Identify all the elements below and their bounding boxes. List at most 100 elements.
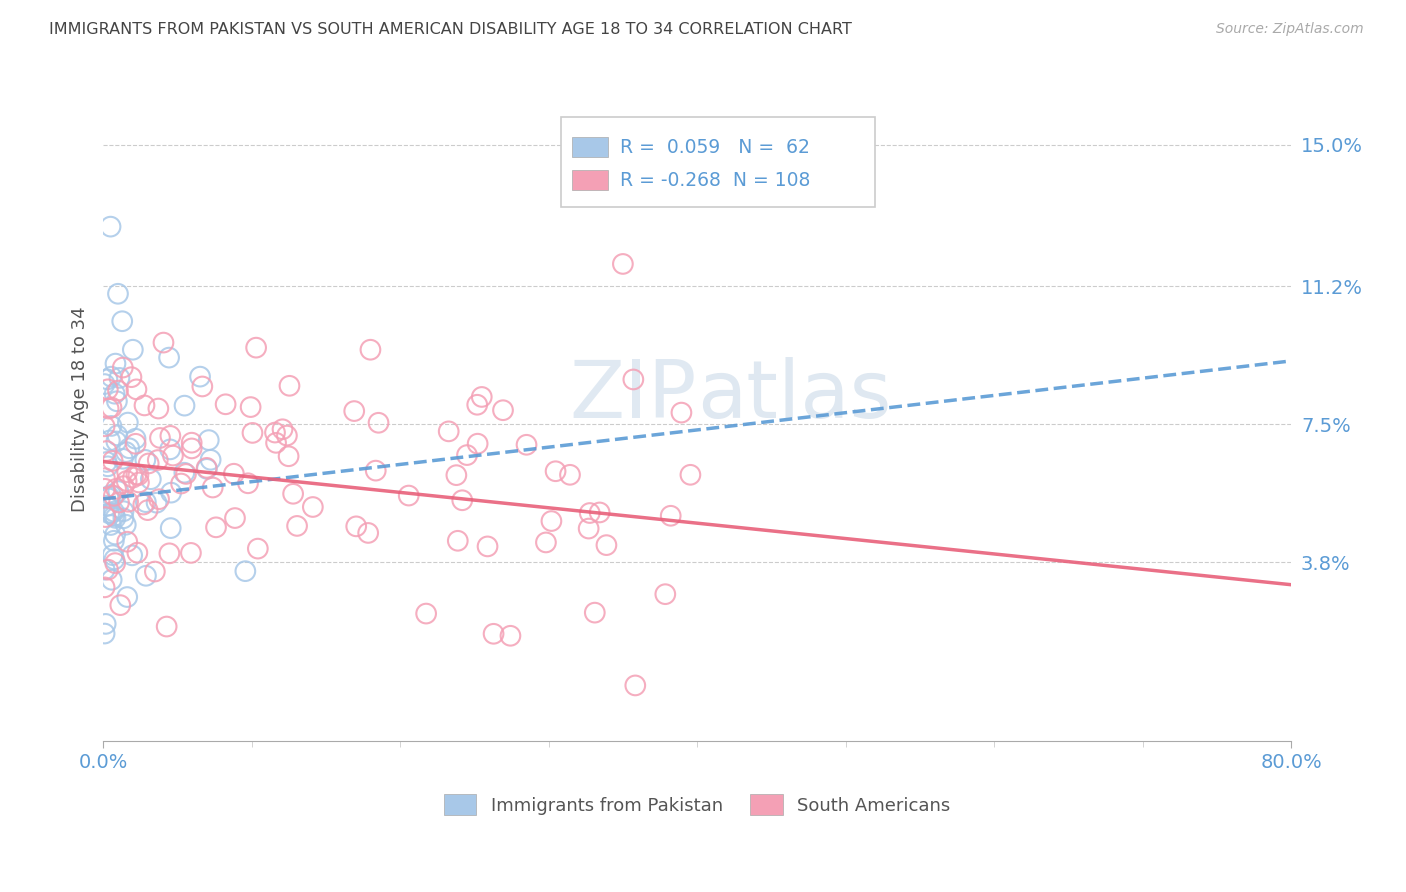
Point (93, 580, 115, 594)
Point (471, 390, 494, 404)
Point (157, 351, 180, 365)
Point (197, 433, 219, 447)
Point (111, 314, 134, 328)
Point (112, 479, 135, 493)
Text: ZIP: ZIP (569, 357, 697, 435)
Point (534, 535, 557, 549)
Point (100, 369, 122, 384)
Point (107, 484, 129, 499)
Point (93, 626, 115, 640)
Point (112, 511, 135, 525)
Point (97, 401, 120, 416)
Point (136, 503, 159, 517)
Point (120, 370, 142, 384)
Point (180, 546, 202, 560)
Text: atlas: atlas (697, 357, 891, 435)
FancyBboxPatch shape (561, 117, 876, 207)
Point (456, 448, 478, 462)
Point (246, 541, 269, 556)
Point (278, 379, 301, 393)
Point (173, 399, 195, 413)
Point (93, 419, 115, 434)
Point (264, 425, 287, 440)
Point (173, 466, 195, 480)
Text: R =  0.059   N =  62: R = 0.059 N = 62 (620, 137, 810, 157)
Point (437, 425, 460, 439)
Point (103, 489, 125, 503)
Point (134, 453, 156, 467)
Point (124, 437, 146, 451)
Point (101, 548, 124, 562)
Point (127, 546, 149, 560)
Point (447, 533, 470, 548)
Point (121, 549, 143, 563)
Point (135, 495, 157, 509)
Point (107, 384, 129, 398)
Point (114, 517, 136, 532)
Point (143, 565, 166, 579)
Point (595, 538, 617, 552)
Point (97, 459, 120, 474)
Point (94, 616, 117, 631)
Point (157, 546, 180, 560)
Point (104, 527, 127, 541)
Point (276, 428, 298, 442)
Point (148, 401, 170, 416)
Point (108, 371, 131, 385)
Point (138, 457, 160, 471)
Point (115, 590, 138, 604)
Point (357, 525, 380, 540)
Point (122, 470, 145, 484)
Point (160, 485, 183, 500)
Point (451, 493, 474, 508)
Point (146, 453, 169, 467)
Point (125, 467, 148, 482)
Point (159, 521, 181, 535)
Point (128, 475, 150, 490)
Point (195, 462, 218, 476)
Point (149, 431, 172, 445)
Point (540, 514, 562, 528)
Point (118, 442, 141, 456)
Point (135, 568, 157, 582)
Point (108, 495, 131, 509)
Y-axis label: Disability Age 18 to 34: Disability Age 18 to 34 (72, 307, 89, 512)
Point (96, 444, 118, 458)
Point (588, 505, 610, 519)
Point (214, 397, 236, 411)
Point (104, 511, 127, 525)
Point (139, 472, 162, 486)
Point (96, 372, 118, 386)
Point (117, 416, 139, 430)
Point (152, 335, 174, 350)
Point (271, 422, 294, 436)
Point (659, 508, 682, 523)
Point (100, 506, 122, 520)
Point (578, 522, 600, 536)
Point (159, 442, 181, 457)
Text: IMMIGRANTS FROM PAKISTAN VS SOUTH AMERICAN DISABILITY AGE 18 TO 34 CORRELATION C: IMMIGRANTS FROM PAKISTAN VS SOUTH AMERIC… (49, 22, 852, 37)
Point (97, 382, 120, 396)
Point (477, 540, 499, 554)
Point (180, 442, 202, 456)
Point (111, 451, 134, 466)
Point (115, 474, 138, 488)
Point (125, 383, 148, 397)
Point (612, 257, 634, 271)
Point (162, 449, 184, 463)
Point (159, 429, 181, 443)
Point (558, 467, 581, 482)
Point (103, 552, 125, 566)
Point (94, 510, 117, 524)
Point (127, 468, 149, 483)
Point (105, 428, 128, 442)
Point (222, 467, 245, 481)
Point (583, 606, 606, 620)
Point (111, 360, 134, 375)
Point (180, 435, 202, 450)
Point (105, 434, 128, 449)
Point (242, 425, 264, 440)
Point (492, 403, 515, 417)
Point (100, 518, 122, 533)
Point (285, 519, 308, 533)
